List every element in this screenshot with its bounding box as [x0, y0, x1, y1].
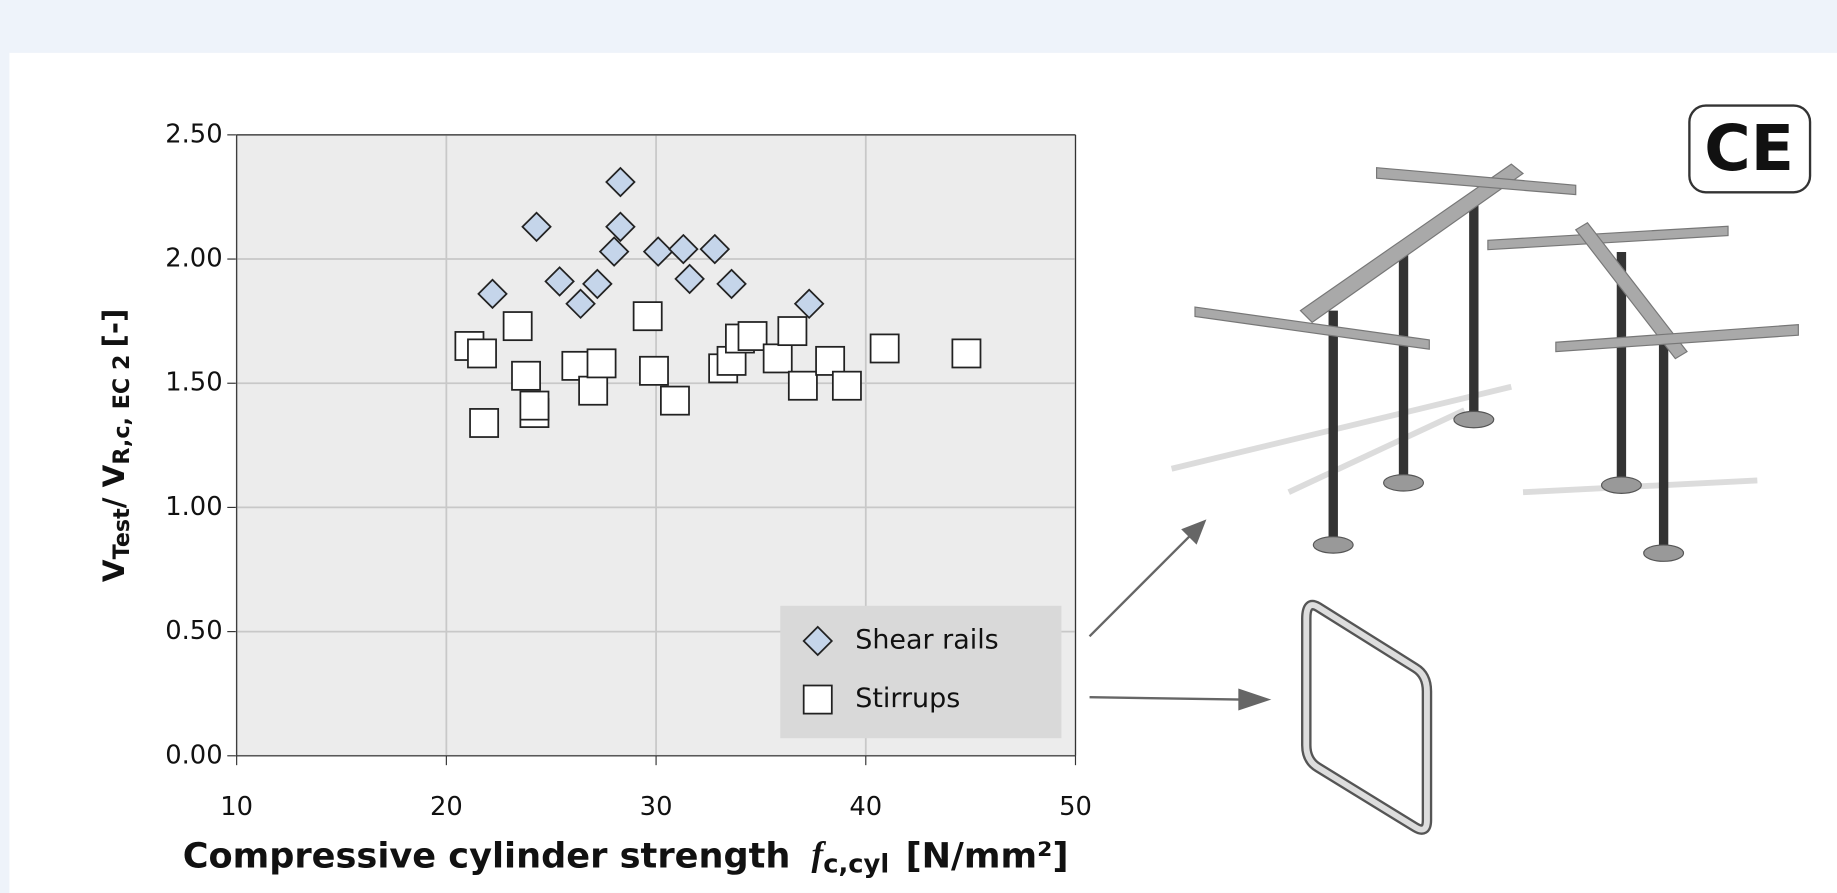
- y-tick-label: 1.00: [165, 492, 222, 522]
- square-marker: [660, 385, 690, 416]
- diamond-marker: [605, 211, 636, 243]
- diamond-marker: [544, 266, 575, 297]
- y-label-part: V: [96, 559, 130, 582]
- y-label-part: / V: [96, 464, 130, 508]
- diamond-marker: [598, 236, 630, 267]
- diamond-marker: [521, 211, 552, 243]
- y-label-part: Test: [108, 508, 134, 560]
- square-marker: [777, 316, 808, 347]
- y-tick-label: 2.00: [165, 244, 222, 274]
- square-marker: [519, 390, 550, 421]
- diamond-marker: [793, 288, 825, 320]
- shear-rail-illustration: [1170, 163, 1799, 562]
- square-marker: [502, 311, 533, 342]
- square-marker: [787, 370, 818, 401]
- x-tick-label: 30: [640, 792, 673, 822]
- square-marker: [586, 348, 617, 379]
- square-marker: [869, 333, 900, 364]
- square-marker: [467, 338, 497, 369]
- legend-items: Shear rails Stirrups: [802, 624, 999, 715]
- square-marker: [469, 408, 500, 438]
- x-tick-label: 20: [430, 792, 463, 822]
- y-tick-label: 0.00: [165, 740, 222, 770]
- y-tick-label: 0.50: [165, 616, 222, 646]
- badge-frame: [1688, 104, 1812, 194]
- square-marker: [802, 684, 833, 715]
- diamond-marker: [477, 278, 508, 310]
- square-marker: [639, 355, 669, 386]
- square-marker: [762, 343, 793, 374]
- marks: [454, 166, 982, 438]
- diamond-marker: [582, 268, 613, 300]
- diamond-marker: [802, 625, 834, 657]
- square-marker: [951, 338, 982, 369]
- square-marker: [737, 321, 768, 351]
- square-marker: [561, 350, 592, 381]
- x-axis-label: Compressive cylinder strength fc,cyl [N/mm…: [183, 835, 1069, 879]
- legend-label: Shear rails: [855, 624, 998, 655]
- x-label-part: f: [812, 835, 827, 874]
- legend: [780, 605, 1062, 739]
- square-marker: [815, 345, 846, 376]
- diamond-marker: [642, 236, 674, 267]
- diamond-marker: [565, 288, 596, 320]
- x-label-part: c,cyl: [823, 849, 889, 879]
- y-label-part: [-]: [96, 309, 130, 348]
- diamond-marker: [605, 166, 636, 198]
- y-tick-label: 1.50: [165, 368, 222, 398]
- diamond-marker: [716, 268, 747, 300]
- x-tick-label: 50: [1059, 792, 1092, 822]
- diamond-marker: [699, 233, 731, 265]
- legend-label: Stirrups: [855, 683, 960, 714]
- x-label-part: [N/mm²]: [906, 836, 1069, 877]
- y-tick-label: 2.50: [165, 119, 222, 149]
- square-marker: [578, 375, 609, 406]
- diamond-marker: [674, 263, 705, 295]
- stirrup-illustration: [1301, 599, 1433, 835]
- square-marker: [511, 360, 541, 391]
- x-tick-label: 40: [849, 792, 882, 822]
- x-label-part: Compressive cylinder strength: [183, 836, 791, 877]
- y-label-part: R,c, EC 2: [108, 355, 134, 465]
- ce-badge: CE: [1704, 111, 1794, 185]
- y-axis-label: VTest/ VR,c, EC 2 [-]: [96, 309, 134, 582]
- x-tick-label: 10: [220, 792, 253, 822]
- diamond-marker: [668, 233, 699, 265]
- square-marker: [632, 301, 663, 332]
- square-marker: [831, 370, 862, 401]
- arrows: [1088, 519, 1272, 711]
